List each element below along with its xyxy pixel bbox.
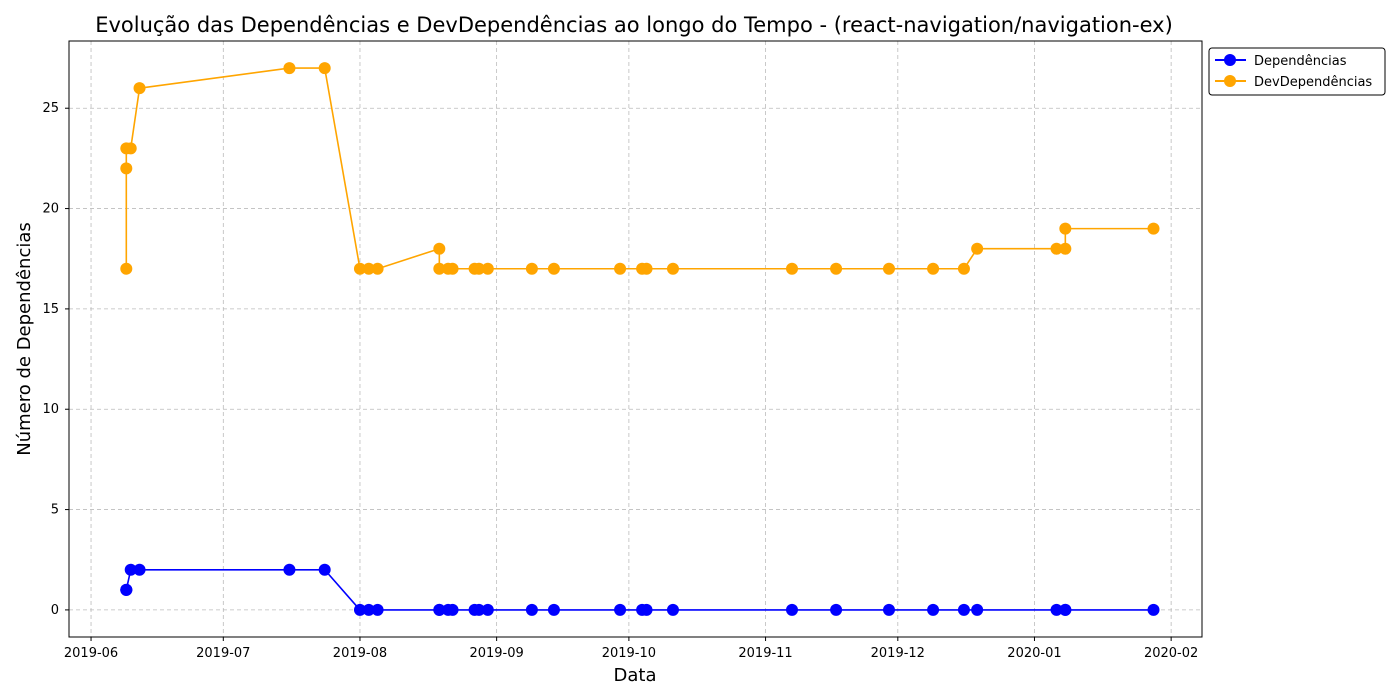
data-point-dependencias (362, 603, 375, 616)
plot-frame (68, 40, 1203, 638)
legend-label-devdependencias: DevDependências (1254, 75, 1372, 90)
x-axis: 2019-06 2019-07 2019-08 2019-09 2019-10 2019-… (64, 637, 1198, 661)
legend: Dependências DevDependências (1208, 47, 1386, 96)
y-axis-label: Número de Dependências (14, 222, 35, 456)
data-point-devdependencias (786, 262, 798, 275)
series-devdependencias (120, 62, 1160, 275)
data-point-devdependencias (1147, 222, 1160, 235)
data-point-devdependencias (124, 142, 137, 155)
data-point-dependencias (120, 583, 133, 596)
data-point-dependencias (283, 563, 296, 576)
data-point-devdependencias (433, 242, 446, 255)
x-tick-label: 2020-02 (1144, 646, 1198, 661)
data-point-dependencias (371, 603, 384, 616)
chart-title: Evolução das Dependências e DevDependênc… (95, 13, 1173, 37)
data-point-devdependencias (473, 262, 485, 275)
data-point-dependencias (830, 603, 843, 616)
data-point-devdependencias (120, 262, 133, 275)
data-point-dependencias (318, 563, 331, 576)
data-point-devdependencias (1059, 242, 1072, 255)
legend-frame (1208, 47, 1386, 96)
data-point-dependencias (547, 603, 560, 616)
legend-label-dependencias: Dependências (1254, 54, 1347, 69)
plot-area (69, 41, 1202, 637)
series-dependencias (120, 563, 1160, 616)
data-point-devdependencias (371, 262, 384, 275)
data-point-devdependencias (547, 262, 560, 275)
data-point-devdependencias (433, 262, 446, 275)
data-point-devdependencias (1059, 222, 1072, 235)
data-point-devdependencias (927, 262, 940, 275)
x-axis-label: Data (614, 665, 657, 686)
data-point-devdependencias (830, 262, 843, 275)
data-point-devdependencias (446, 262, 459, 275)
y-tick-label: 15 (42, 302, 59, 317)
data-point-devdependencias (283, 62, 296, 75)
data-point-devdependencias (640, 262, 653, 275)
data-point-dependencias (1050, 603, 1063, 616)
data-point-dependencias (666, 603, 679, 616)
data-point-dependencias (353, 603, 366, 616)
data-point-dependencias (124, 563, 137, 576)
data-point-devdependencias (525, 262, 538, 275)
data-point-dependencias (525, 603, 538, 616)
data-point-dependencias (640, 603, 653, 616)
y-tick-label: 10 (42, 402, 59, 417)
x-tick-label: 2020-01 (1007, 646, 1061, 661)
y-axis: 0 5 10 15 20 25 (42, 101, 69, 618)
data-point-dependencias (481, 603, 494, 616)
series-layer (120, 62, 1160, 616)
data-point-dependencias (473, 603, 485, 616)
data-point-devdependencias (353, 262, 366, 275)
x-tick-label: 2019-06 (64, 646, 118, 661)
grid-lines (69, 41, 1202, 637)
data-point-devdependencias (481, 262, 494, 275)
data-point-dependencias (882, 603, 895, 616)
x-tick-label: 2019-11 (738, 646, 792, 661)
y-tick-label: 25 (42, 101, 59, 116)
x-tick-label: 2019-10 (602, 646, 656, 661)
data-point-dependencias (1059, 603, 1072, 616)
data-point-dependencias (971, 603, 984, 616)
x-tick-label: 2019-07 (196, 646, 250, 661)
y-tick-label: 5 (51, 503, 59, 518)
y-tick-label: 20 (42, 202, 59, 217)
data-point-dependencias (957, 603, 970, 616)
x-tick-label: 2019-09 (469, 646, 523, 661)
data-point-dependencias (133, 563, 146, 576)
legend-marker-dependencias (1224, 54, 1236, 66)
legend-marker-devdependencias (1224, 75, 1236, 87)
data-point-devdependencias (666, 262, 679, 275)
data-point-dependencias (446, 603, 459, 616)
x-tick-label: 2019-08 (333, 646, 387, 661)
x-tick-label: 2019-12 (871, 646, 925, 661)
data-point-devdependencias (133, 82, 146, 95)
data-point-devdependencias (120, 162, 133, 175)
data-point-dependencias (786, 603, 798, 616)
data-point-dependencias (927, 603, 940, 616)
data-point-devdependencias (318, 62, 331, 75)
data-point-devdependencias (957, 262, 970, 275)
data-point-devdependencias (614, 262, 627, 275)
data-point-devdependencias (362, 262, 375, 275)
data-point-dependencias (614, 603, 627, 616)
data-point-devdependencias (882, 262, 895, 275)
data-point-dependencias (433, 603, 446, 616)
data-point-dependencias (1147, 603, 1160, 616)
data-point-devdependencias (971, 242, 984, 255)
y-tick-label: 0 (51, 603, 59, 618)
data-point-devdependencias (1050, 242, 1063, 255)
